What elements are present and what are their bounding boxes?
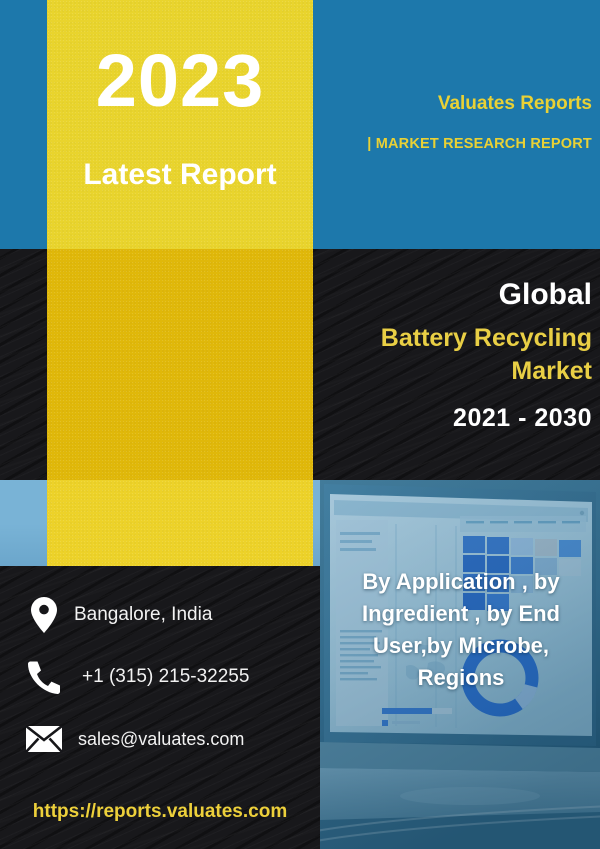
contact-row-location: Bangalore, India	[0, 584, 320, 646]
contact-phone-label: +1 (315) 215-32255	[82, 666, 250, 687]
contact-row-phone: +1 (315) 215-32255	[0, 646, 320, 708]
location-pin-icon	[22, 596, 66, 634]
brand-tagline: | MARKET RESEARCH REPORT	[367, 136, 592, 152]
title-forecast-period: 2021 - 2030	[453, 404, 592, 432]
contact-list: Bangalore, India +1 (315) 215-32255 sale…	[0, 584, 320, 770]
title-market-name: Battery Recycling Market	[380, 324, 592, 385]
yellow-segment-top	[47, 0, 313, 249]
contact-location-label: Bangalore, India	[74, 604, 213, 625]
report-badge-subtitle: Latest Report	[83, 158, 277, 191]
yellow-segment-middle	[47, 249, 313, 480]
report-title-block: Global Battery Recycling Market 2021 - 2…	[330, 276, 592, 434]
yellow-segment-bottom	[47, 480, 313, 566]
title-scope: Global	[498, 278, 592, 311]
brand-name: Valuates Reports	[437, 93, 592, 114]
contact-email-label: sales@valuates.com	[78, 729, 245, 749]
laptop-dashboard-photo	[320, 480, 600, 849]
envelope-icon	[22, 725, 66, 753]
report-year: 2023	[95, 39, 265, 122]
contact-row-email: sales@valuates.com	[0, 708, 320, 770]
phone-icon	[22, 659, 66, 695]
website-url[interactable]: https://reports.valuates.com	[32, 801, 288, 822]
report-segmentation-text: By Application , by Ingredient , by End …	[361, 569, 560, 690]
